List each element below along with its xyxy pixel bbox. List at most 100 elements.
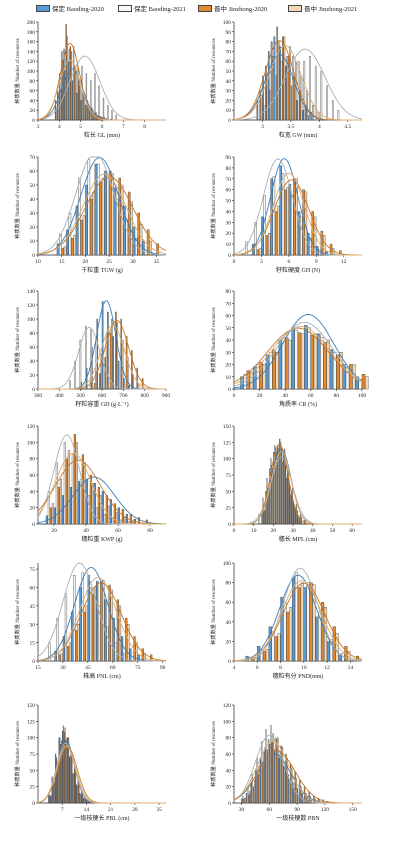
bar-baoding-2021 [87,495,90,525]
bar-baoding-2021 [274,737,277,804]
bar-baoding-2021 [260,741,263,804]
bar-baoding-2021 [280,61,283,121]
bar-jinzhong-2020 [286,471,289,525]
bar-jinzhong-2020 [262,651,266,662]
y-tick-label: 120 [27,303,36,309]
bar-baoding-2020 [281,448,283,525]
bar-jinzhong-2020 [80,219,84,256]
legend-label: 晋中 Jinzhong-2021 [304,6,358,13]
bar-baoding-2021 [62,725,64,804]
bar-baoding-2020 [288,484,291,525]
y-axis-label: 种质数量 Number of resources [13,442,21,508]
y-tick-label: 40 [226,79,232,85]
y-tick-label: 0 [228,659,231,665]
bar-baoding-2020 [51,776,53,804]
bar-jinzhong-2020 [115,311,117,390]
bar-baoding-2020 [82,797,84,804]
bar-baoding-2021 [49,794,51,804]
x-tick-label: 800 [141,393,150,399]
x-tick-label: 20 [51,528,57,534]
y-tick-label: 20 [226,231,232,237]
x-tick-label: 7 [61,807,64,813]
bar-baoding-2021 [251,774,253,804]
x-tick-label: 0 [233,528,236,534]
bar-baoding-2021 [83,798,85,804]
y-tick-label: 0 [32,801,35,807]
bar-baoding-2020 [304,325,308,390]
bar-baoding-2020 [107,311,109,390]
y-tick-label: 160 [27,40,36,46]
curve-baoding-2021 [233,456,362,525]
bar-jinzhong-2021 [60,653,63,662]
bar-jinzhong-2020 [274,211,278,256]
y-tick-label: 20 [226,98,232,104]
x-tick-label: 30 [130,259,136,265]
bar-jinzhong-2021 [277,633,281,662]
bar-jinzhong-2020 [265,65,267,121]
bar-baoding-2020 [79,587,82,662]
bar-jinzhong-2021 [130,201,133,256]
bar-baoding-2021 [111,110,113,121]
bar-jinzhong-2021 [100,353,102,390]
curve-jinzhong-2020 [234,443,362,525]
bar-jinzhong-2020 [99,182,102,256]
bar-baoding-2020 [279,165,282,256]
bar-baoding-2020 [265,354,270,390]
bar-jinzhong-2020 [321,602,325,662]
bar-jinzhong-2021 [59,478,62,525]
y-tick-label: 0 [228,253,231,259]
bar-baoding-2021 [306,582,310,662]
bar-jinzhong-2020 [271,465,273,525]
x-tick-label: 30 [290,528,296,534]
histogram-panel-8: 0 25 50 75 100 125 150 0 10 20 30 40 50 60 穗长 MPL (cm)… [209,424,362,543]
x-axis-label: 穗粒重 KWP (g) [81,535,122,543]
bar-jinzhong-2020 [125,617,128,662]
y-tick-label: 100 [27,317,36,323]
y-tick-label: 30 [30,211,36,217]
bar-jinzhong-2021 [118,605,122,662]
y-tick-label: 10 [226,375,232,381]
x-tick-label: 20 [271,528,277,534]
bar-baoding-2020 [282,766,285,804]
x-tick-label: 400 [55,393,64,399]
y-tick-label: 60 [226,600,232,606]
bar-baoding-2020 [112,617,115,662]
bar-baoding-2020 [338,654,342,662]
y-tick-label: 90 [226,30,232,36]
bar-baoding-2020 [58,737,60,804]
bar-jinzhong-2021 [111,318,113,390]
bar-baoding-2021 [307,327,311,390]
bar-jinzhong-2021 [312,105,314,121]
bar-jinzhong-2021 [295,504,297,525]
bar-baoding-2020 [245,793,248,804]
x-tick-label: 10 [301,665,307,671]
bar-baoding-2021 [64,593,68,662]
bar-baoding-2021 [279,753,281,804]
x-tick-label: 40 [310,528,316,534]
bar-baoding-2021 [97,163,100,256]
y-tick-label: 100 [223,561,232,567]
y-tick-label: 80 [30,331,36,337]
bar-jinzhong-2021 [289,46,291,121]
x-axis-label: 籽粒容重 GD (g·L⁻¹) [75,400,128,408]
y-tick-label: 60 [30,345,36,351]
y-tick-label: 45 [30,604,36,610]
legend-item-baoding-2020: 保定 Baoding-2020 [36,3,104,13]
bar-jinzhong-2020 [276,739,278,804]
bar-baoding-2020 [273,451,275,525]
x-tick-label: 15 [59,259,65,265]
bar-jinzhong-2021 [93,587,97,662]
bar-jinzhong-2020 [93,383,96,390]
y-tick-label: 25 [30,785,36,791]
x-tick-label: 5 [79,124,82,130]
bar-jinzhong-2020 [53,783,55,804]
x-tick-label: 8 [143,124,146,130]
bar-baoding-2020 [329,349,334,390]
x-axis-label: 株高 PNL (cm) [83,672,120,680]
x-tick-label: 20 [257,393,263,399]
legend-label: 保定 Baoding-2020 [52,6,104,13]
bar-baoding-2021 [298,794,300,804]
bar-baoding-2021 [55,107,58,121]
x-tick-label: 60 [349,528,355,534]
x-tick-label: 25 [106,259,112,265]
